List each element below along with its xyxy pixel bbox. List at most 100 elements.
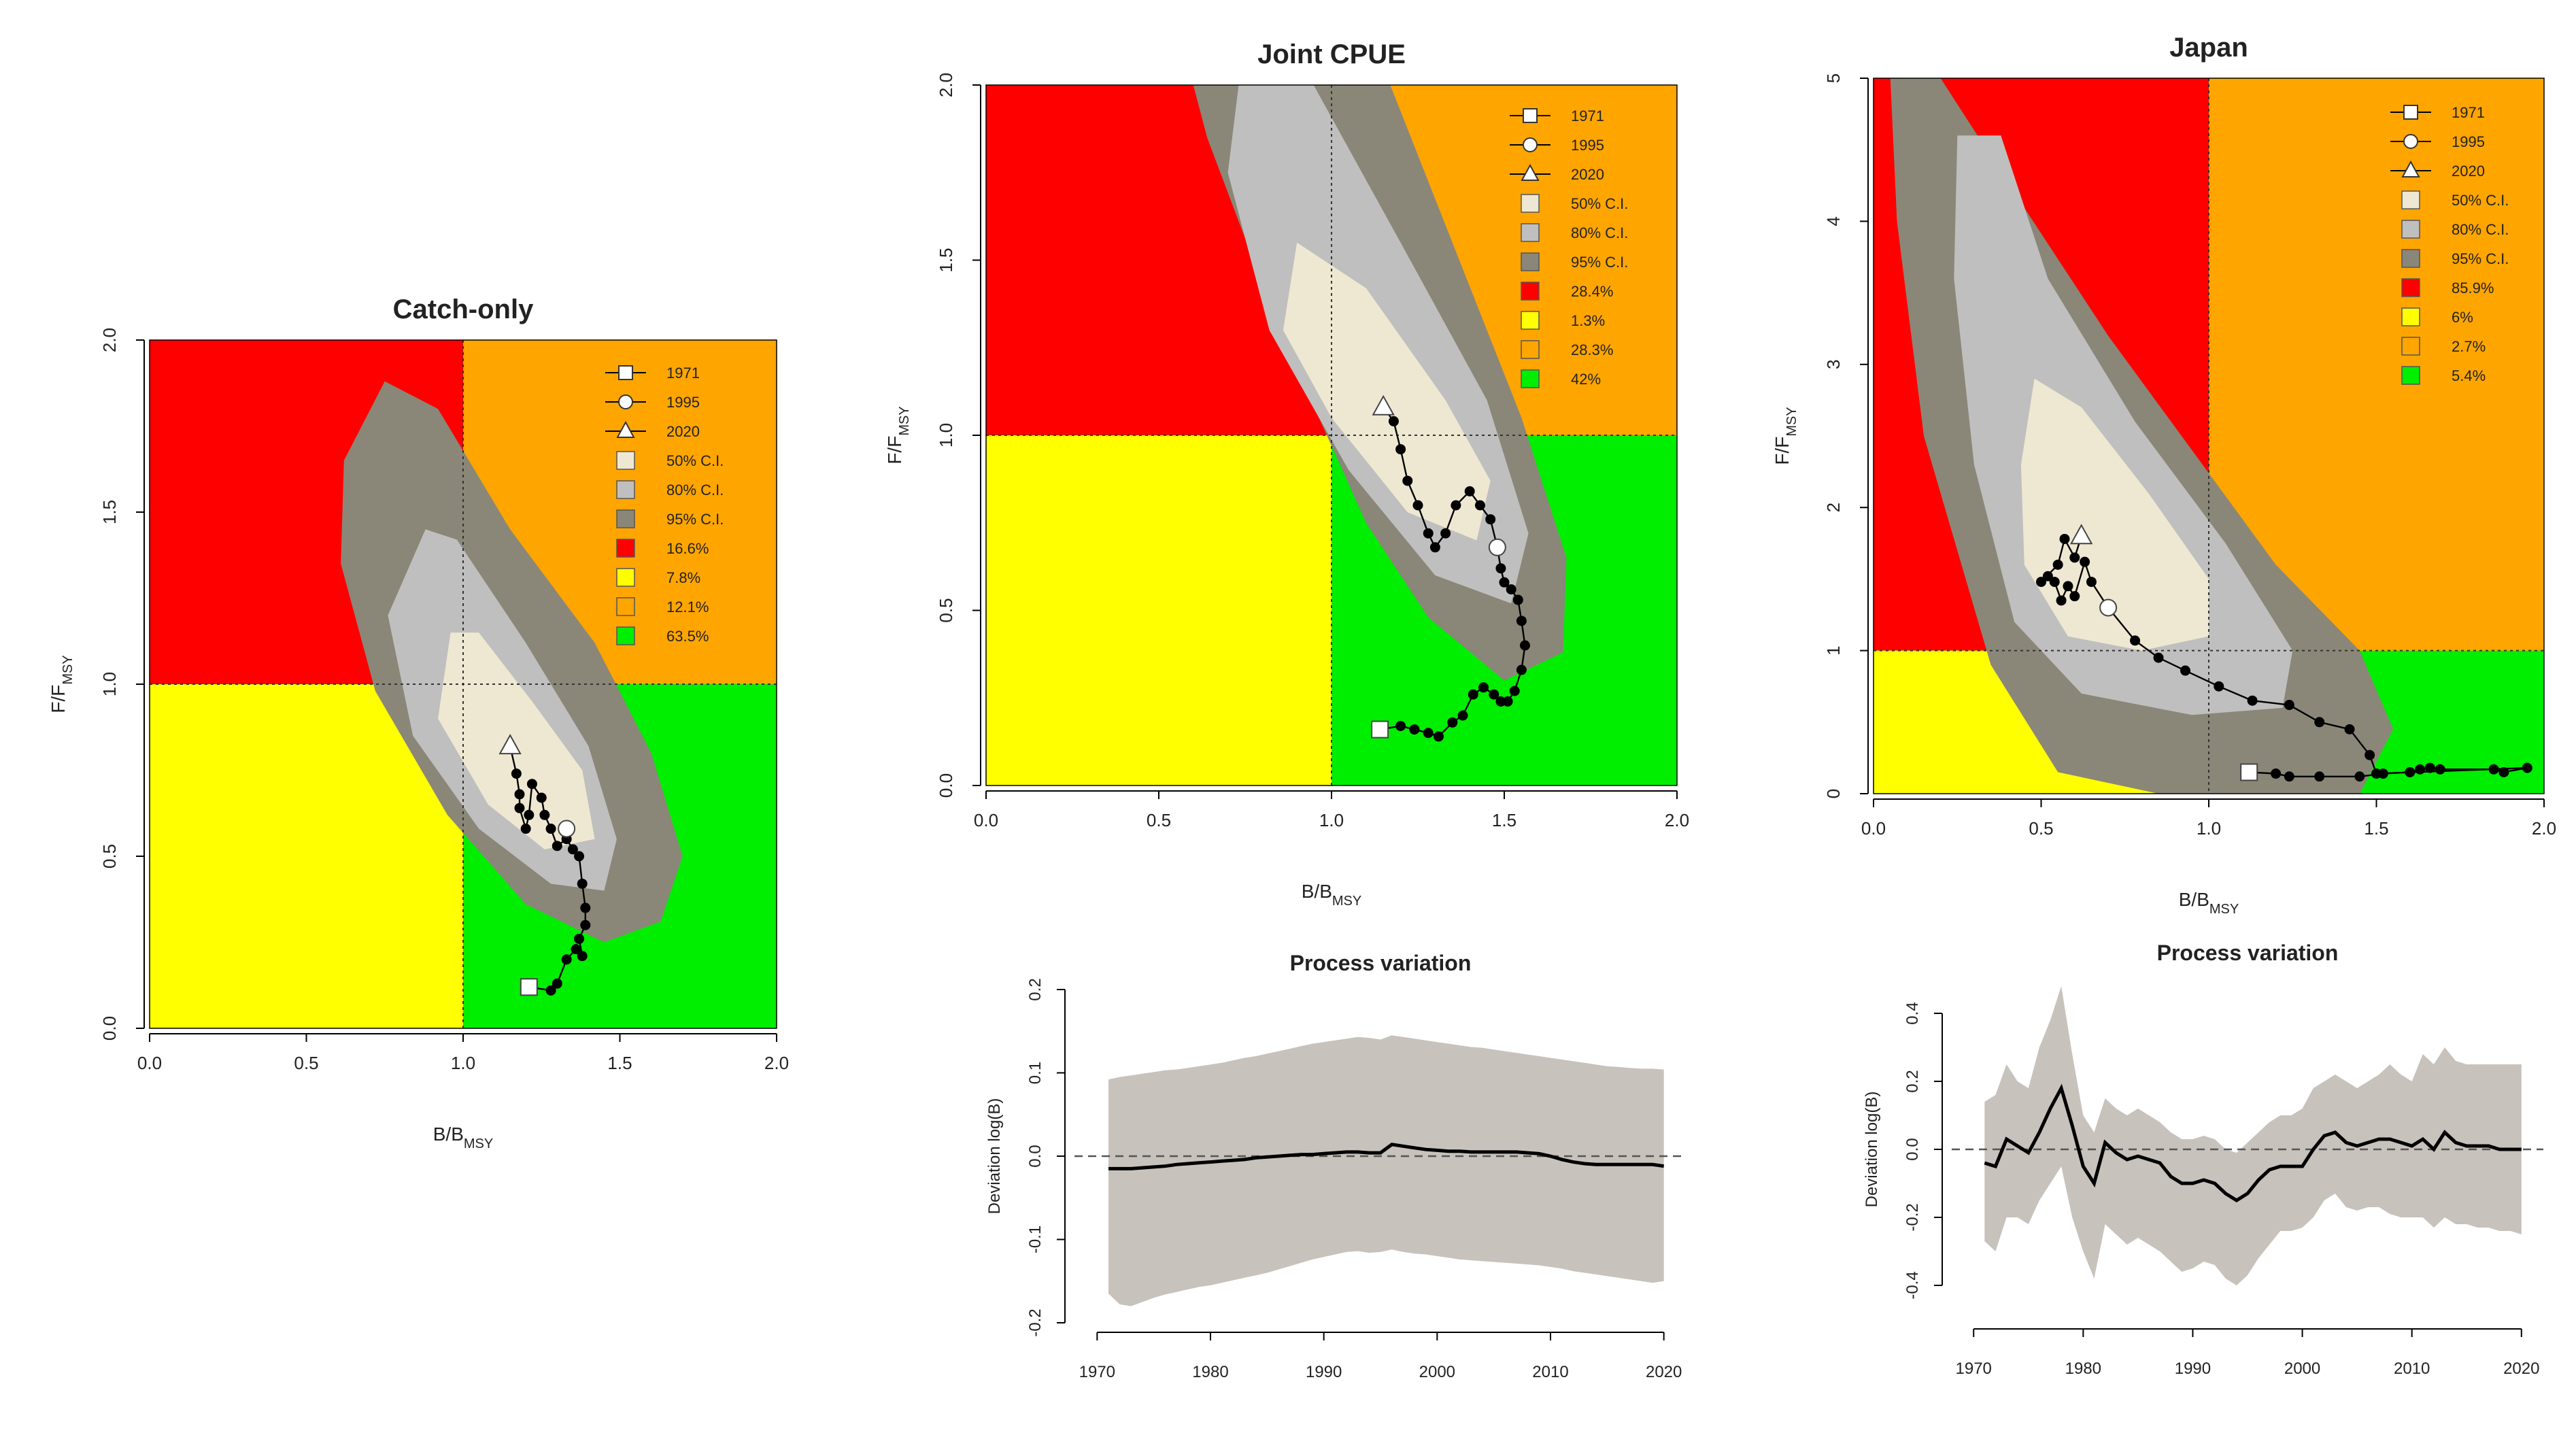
trajectory-point bbox=[1516, 664, 1527, 675]
legend-label: 1995 bbox=[666, 394, 700, 411]
trajectory-point bbox=[1516, 615, 1527, 626]
trajectory-point bbox=[2069, 591, 2080, 602]
trajectory-point bbox=[2056, 595, 2067, 606]
x-tick-label: 1.5 bbox=[607, 1053, 632, 1073]
legend-label: 80% C.I. bbox=[666, 482, 724, 499]
y-tick-label: -0.2 bbox=[1903, 1203, 1922, 1231]
legend-square-marker bbox=[618, 365, 633, 380]
x-tick-label: 0.5 bbox=[1147, 810, 1171, 830]
x-tick-label: 1.5 bbox=[2364, 818, 2388, 839]
trajectory-point bbox=[2036, 577, 2046, 588]
kobe-plot-japan: 1971 1995 2020 50% C.I. 80% C.I. 95% C.I. 85.9… bbox=[1772, 33, 2556, 917]
x-axis-label: B/BMSY bbox=[1302, 881, 1361, 909]
legend-label: 12.1% bbox=[666, 598, 709, 615]
x-tick-label: 1970 bbox=[1956, 1360, 1992, 1378]
y-tick-label: 0.2 bbox=[1026, 978, 1045, 1000]
x-tick-label: 2020 bbox=[2503, 1360, 2539, 1378]
x-tick-label: 1990 bbox=[2175, 1360, 2211, 1378]
trajectory-point bbox=[552, 841, 562, 851]
y-tick-label: 0.0 bbox=[99, 1016, 120, 1041]
trajectory-point bbox=[1502, 696, 1513, 707]
legend-swatch bbox=[616, 539, 635, 558]
y-tick-label: 1.5 bbox=[936, 248, 956, 272]
trajectory bbox=[2036, 530, 2532, 782]
legend-swatch bbox=[2401, 307, 2420, 326]
trajectory-point bbox=[2498, 766, 2509, 777]
y-axis-label: F/FMSY bbox=[1772, 407, 1799, 465]
trajectory-point bbox=[1388, 416, 1399, 426]
x-tick-label: 0.5 bbox=[2029, 818, 2053, 839]
kobe-plot-joint-cpue: 1971 1995 2020 50% C.I. 80% C.I. 95% C.I. 28.4… bbox=[884, 39, 1689, 909]
trajectory-point bbox=[2042, 571, 2053, 581]
y-tick-label: 0.5 bbox=[936, 598, 956, 622]
trajectory-point bbox=[1499, 577, 1510, 588]
legend-label: 95% C.I. bbox=[1571, 254, 1628, 271]
y-tick-label: 1 bbox=[1823, 645, 1844, 655]
y-tick-label: 0.0 bbox=[936, 773, 956, 798]
confidence-band bbox=[1984, 986, 2522, 1285]
legend-label: 2020 bbox=[2452, 163, 2485, 180]
y-tick-label: 1.0 bbox=[99, 672, 120, 696]
x-tick-label: 2000 bbox=[2284, 1360, 2320, 1378]
trajectory-point bbox=[2371, 769, 2382, 779]
legend-label: 80% C.I. bbox=[2452, 221, 2509, 238]
mean-deviation-line bbox=[1108, 1143, 1665, 1170]
x-tick-label: 2010 bbox=[1532, 1363, 1568, 1381]
trajectory-point bbox=[561, 954, 572, 965]
trajectory-point bbox=[2069, 552, 2080, 563]
trajectory-point bbox=[2314, 717, 2325, 728]
process-variation-joint-cpue: 1970 1980 1990 2000 2010 2020 -0.2 -0.1 0.0 0.1 0.… bbox=[985, 951, 1687, 1381]
legend-label: 7.8% bbox=[666, 569, 700, 586]
y-tick-label: -0.2 bbox=[1026, 1309, 1045, 1336]
contour-50-ci bbox=[438, 632, 595, 849]
legend-swatch bbox=[2401, 337, 2420, 356]
trajectory-point bbox=[580, 902, 591, 913]
chart-title: Joint CPUE bbox=[1257, 39, 1406, 69]
legend-circle-marker bbox=[618, 394, 633, 409]
legend-label: 1.3% bbox=[1571, 312, 1605, 329]
x-tick-label: 1980 bbox=[2065, 1360, 2101, 1378]
x-tick-label: 2.0 bbox=[764, 1053, 789, 1073]
plot-frame bbox=[985, 84, 1678, 786]
legend-swatch bbox=[1521, 340, 1540, 359]
marker-mid-circle bbox=[1488, 538, 1506, 556]
legend-label: 1971 bbox=[666, 365, 700, 382]
x-axis-label: B/BMSY bbox=[2179, 889, 2239, 917]
legend-label: 95% C.I. bbox=[2452, 250, 2509, 267]
x-tick-label: 2.0 bbox=[1665, 810, 1689, 830]
y-tick-label: 1.5 bbox=[99, 500, 120, 524]
legend-circle-marker bbox=[1523, 137, 1538, 152]
trajectory-point bbox=[545, 824, 556, 834]
y-tick-label: 0.2 bbox=[1903, 1070, 1922, 1092]
legend-swatch bbox=[1521, 369, 1540, 388]
trajectory-point bbox=[1429, 542, 1440, 553]
y-axis-label: F/FMSY bbox=[884, 406, 912, 464]
chart-title: Process variation bbox=[1290, 951, 1472, 975]
trajectory-point bbox=[1423, 728, 1434, 739]
y-axis-label: Deviation log(B) bbox=[1863, 1092, 1881, 1208]
trajectory-point bbox=[2435, 764, 2445, 775]
trajectory-point bbox=[574, 851, 585, 862]
legend-square-marker bbox=[2403, 105, 2418, 120]
marker-start-square bbox=[2240, 763, 2258, 781]
y-tick-label: 1.0 bbox=[936, 423, 956, 448]
trajectory-point bbox=[2130, 635, 2141, 646]
chart-title: Catch-only bbox=[393, 294, 534, 324]
x-tick-label: 0.5 bbox=[294, 1053, 318, 1073]
y-tick-label: 4 bbox=[1823, 216, 1844, 226]
trajectory-point bbox=[1457, 710, 1468, 721]
x-tick-label: 2000 bbox=[1419, 1363, 1455, 1381]
trajectory-point bbox=[2424, 762, 2435, 773]
trajectory-point bbox=[1468, 689, 1478, 700]
legend-label: 28.3% bbox=[1571, 341, 1613, 358]
legend-label: 2.7% bbox=[2452, 338, 2486, 355]
y-tick-label: 0 bbox=[1823, 789, 1844, 798]
trajectory-point bbox=[1495, 563, 1506, 574]
legend-swatch bbox=[1521, 194, 1540, 213]
trajectory-point bbox=[577, 951, 588, 962]
trajectory-point bbox=[1474, 500, 1485, 511]
trajectory-point bbox=[511, 769, 522, 779]
legend-swatch bbox=[616, 451, 635, 470]
trajectory-point bbox=[514, 803, 525, 813]
trajectory-point bbox=[552, 978, 562, 989]
